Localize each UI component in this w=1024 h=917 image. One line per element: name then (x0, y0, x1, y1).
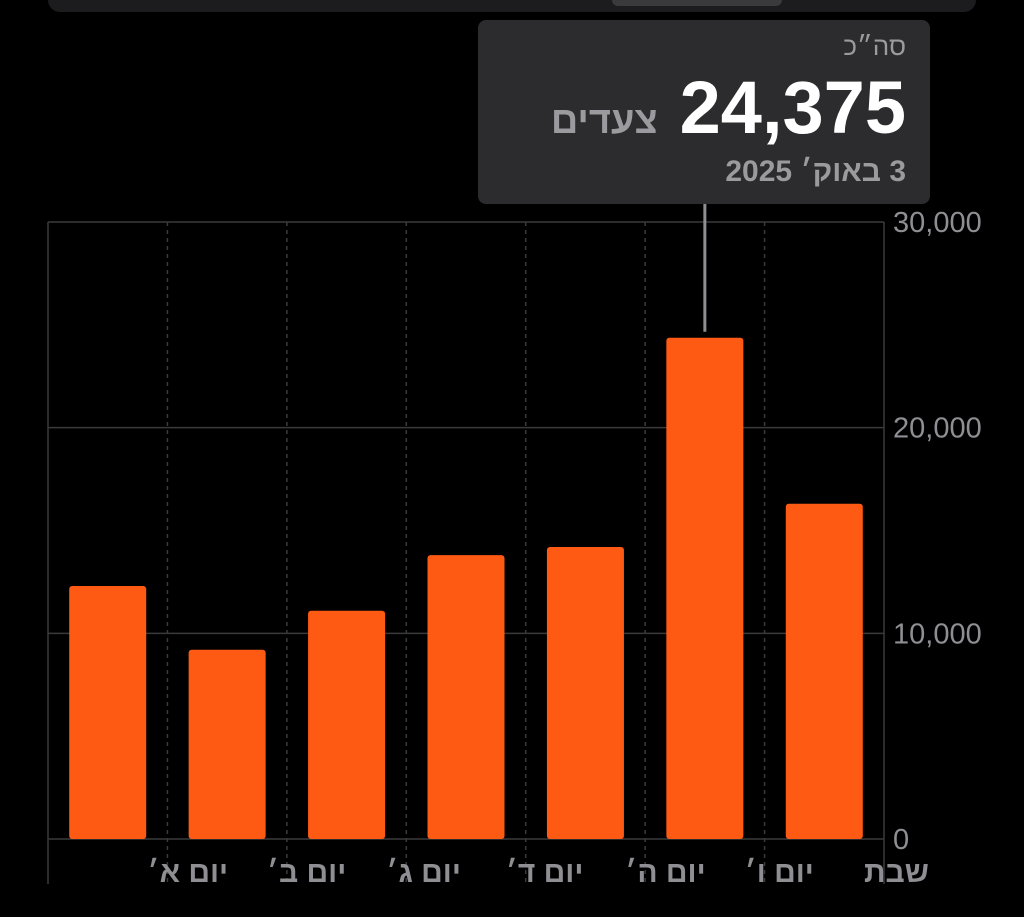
x-tick-label-6: שבת (864, 856, 929, 889)
bar-5[interactable] (666, 337, 744, 839)
x-tick-label-4: יום ה׳ (625, 856, 706, 889)
bar-6[interactable] (785, 503, 863, 839)
x-tick-label-2: יום ג׳ (386, 856, 461, 889)
bar-4[interactable] (546, 546, 624, 839)
y-tick-label-2: 20,000 (893, 413, 982, 445)
y-tick-label-0: 0 (893, 824, 909, 856)
y-tick-label-3: 30,000 (893, 207, 982, 239)
tooltip-label: סה״כ (843, 31, 906, 61)
bar-3[interactable] (427, 555, 505, 839)
tooltip-date: 3 באוק׳ 2025 (725, 155, 906, 188)
x-axis-labels: יום א׳ יום ב׳ יום ג׳ יום ד׳ יום ה׳ יום ו׳ שבת (147, 856, 928, 889)
selection-tooltip: סה״כ 24,375 צעדים 3 באוק׳ 2025 (478, 20, 930, 204)
tooltip-value: 24,375 (679, 66, 906, 149)
y-axis-labels: 0 10,000 20,000 30,000 (893, 207, 982, 856)
tooltip-unit: צעדים (550, 100, 658, 142)
x-tick-label-5: יום ו׳ (745, 856, 814, 889)
segmented-control[interactable] (48, 0, 976, 12)
tooltip-value-row: 24,375 צעדים (502, 68, 906, 148)
bar-0[interactable] (69, 586, 147, 839)
x-tick-label-0: יום א׳ (147, 856, 228, 889)
chart-bars[interactable] (69, 337, 863, 839)
segmented-control-selected[interactable] (612, 0, 782, 6)
y-tick-label-1: 10,000 (893, 618, 982, 650)
bar-2[interactable] (308, 610, 386, 839)
chart-grid (47, 221, 885, 884)
bar-1[interactable] (188, 649, 266, 839)
x-tick-label-1: יום ב׳ (267, 856, 346, 889)
x-tick-label-3: יום ד׳ (506, 856, 584, 889)
